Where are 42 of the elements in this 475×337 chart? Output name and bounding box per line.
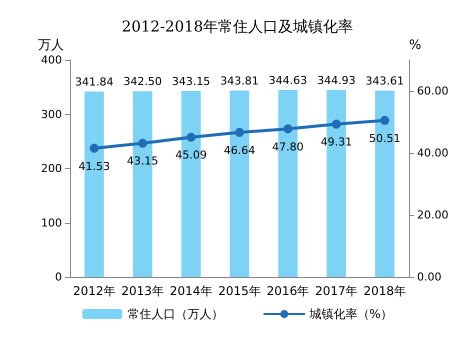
chart-title: 2012-2018年常住人口及城镇化率 (122, 18, 354, 36)
point (186, 132, 196, 142)
data-label: 343.15 (172, 74, 210, 88)
point (283, 124, 292, 134)
data-label: 47.80 (272, 140, 304, 154)
point (380, 116, 390, 125)
x-tick-label: 2016年 (266, 284, 310, 298)
y2-tick-label: 40.00 (417, 146, 448, 160)
y2-tick-label: 20.00 (417, 208, 448, 222)
point (332, 120, 341, 129)
x-tick-label: 2015年 (218, 284, 261, 298)
x-tick-label: 2012年 (72, 284, 116, 298)
data-label: 49.31 (320, 136, 352, 149)
x-tick-label: 2013年 (121, 284, 164, 298)
x-tick-label: 2014年 (170, 284, 212, 298)
y-tick-label: 0 (55, 270, 62, 284)
y2-tick-label: 60.00 (417, 84, 448, 98)
x-tick-label: 2017年 (315, 284, 358, 298)
data-label: 50.51 (369, 132, 401, 145)
y-tick-label: 400 (41, 54, 62, 66)
y-axis-title: 万人 (38, 38, 64, 53)
point (138, 138, 148, 148)
y2-tick-label: 0.00 (417, 270, 442, 284)
data-label: 43.15 (126, 154, 158, 168)
data-label: 46.64 (224, 144, 256, 157)
y-tick-label: 300 (41, 108, 62, 121)
data-label: 41.53 (78, 160, 110, 173)
data-label: 343.61 (366, 74, 404, 88)
data-label: 341.84 (74, 76, 114, 89)
data-label: 344.63 (268, 74, 308, 88)
data-label: 342.50 (123, 75, 162, 88)
data-label: 343.81 (220, 74, 259, 88)
data-label: 344.93 (317, 74, 356, 87)
legend-label: 常住人口（万人） (127, 307, 224, 321)
y2-axis-title: % (409, 38, 422, 53)
x-tick-label: 2018年 (364, 284, 406, 298)
point (235, 128, 244, 137)
data-label: 45.09 (175, 148, 207, 162)
point (90, 144, 99, 153)
y-tick-label: 100 (41, 216, 62, 230)
legend-label: 城镇化率（%） (308, 307, 393, 321)
y-tick-label: 200 (41, 162, 62, 175)
